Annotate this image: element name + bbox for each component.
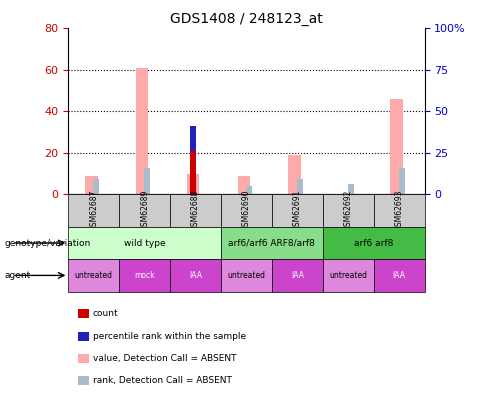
Text: GSM62688: GSM62688 xyxy=(191,190,200,231)
Bar xyxy=(119,259,170,292)
Text: GSM62691: GSM62691 xyxy=(293,190,302,231)
Bar xyxy=(190,151,196,194)
Text: rank, Detection Call = ABSENT: rank, Detection Call = ABSENT xyxy=(93,376,232,385)
Bar xyxy=(297,179,303,194)
Bar xyxy=(272,259,323,292)
Bar xyxy=(170,259,221,292)
Text: GSM62687: GSM62687 xyxy=(89,190,98,231)
Text: agent: agent xyxy=(5,271,31,280)
Bar xyxy=(221,194,272,227)
Bar xyxy=(144,168,150,194)
Bar xyxy=(374,194,425,227)
Text: arf6/arf6 ARF8/arf8: arf6/arf6 ARF8/arf8 xyxy=(228,239,315,247)
Bar xyxy=(374,259,425,292)
Title: GDS1408 / 248123_at: GDS1408 / 248123_at xyxy=(170,12,323,26)
Bar xyxy=(119,194,170,227)
Text: wild type: wild type xyxy=(124,239,165,247)
Text: count: count xyxy=(93,309,119,318)
Text: percentile rank within the sample: percentile rank within the sample xyxy=(93,332,246,341)
Bar xyxy=(221,259,272,292)
Text: GSM62690: GSM62690 xyxy=(242,190,251,231)
Bar xyxy=(246,186,252,194)
Bar xyxy=(68,259,119,292)
Text: IAA: IAA xyxy=(189,271,202,280)
Bar xyxy=(136,68,148,194)
Text: value, Detection Call = ABSENT: value, Detection Call = ABSENT xyxy=(93,354,236,363)
Text: IAA: IAA xyxy=(291,271,304,280)
Text: genotype/variation: genotype/variation xyxy=(5,239,91,247)
Bar xyxy=(68,194,119,227)
Bar xyxy=(323,259,374,292)
Bar xyxy=(390,99,403,194)
Bar xyxy=(221,227,323,259)
Bar xyxy=(238,176,250,194)
Bar xyxy=(93,179,100,194)
Text: GSM62689: GSM62689 xyxy=(140,190,149,231)
Bar xyxy=(323,227,425,259)
Bar xyxy=(85,176,98,194)
Bar xyxy=(288,155,301,194)
Bar xyxy=(272,194,323,227)
Bar xyxy=(348,184,354,194)
Text: arf6 arf8: arf6 arf8 xyxy=(354,239,393,247)
Text: untreated: untreated xyxy=(329,271,367,280)
Bar xyxy=(170,194,221,227)
Text: mock: mock xyxy=(134,271,155,280)
Text: IAA: IAA xyxy=(393,271,406,280)
Bar xyxy=(190,126,196,151)
Text: untreated: untreated xyxy=(75,271,113,280)
Text: untreated: untreated xyxy=(227,271,265,280)
Text: GSM62692: GSM62692 xyxy=(344,190,353,231)
Bar xyxy=(323,194,374,227)
Bar xyxy=(186,174,200,194)
Bar xyxy=(399,168,405,194)
Bar xyxy=(68,227,221,259)
Text: GSM62693: GSM62693 xyxy=(395,190,404,231)
